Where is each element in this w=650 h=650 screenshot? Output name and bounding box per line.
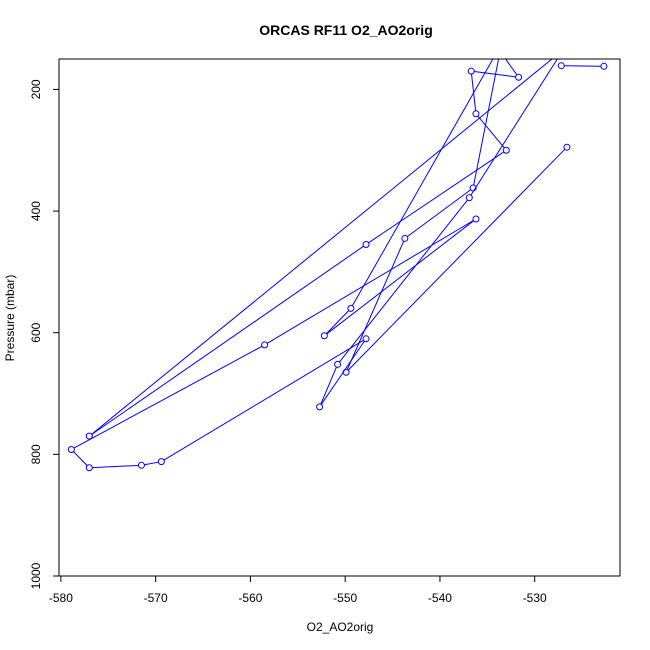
series-line-segment [163,339,364,461]
series-line-segment [339,199,468,363]
x-tick-label: -570 [144,591,168,605]
data-point [467,67,475,75]
series-line-segment [326,310,350,334]
data-point [472,110,480,118]
x-axis: -580 -570 -560 -550 -540 -530 [49,576,547,605]
chart-title: ORCAS RF11 O2_AO2orig [259,22,433,38]
x-tick-label: -540 [428,591,452,605]
series-line-segment [91,59,553,435]
data-point [316,403,324,411]
data-point [557,62,565,70]
series-line-segment [144,461,159,466]
data-point [261,341,269,349]
data-point [465,194,473,202]
series-line-segment [504,59,518,76]
x-tick-label: -550 [333,591,357,605]
data-point [515,73,523,81]
data-point [362,335,370,343]
y-axis: 200 400 600 800 1000 [29,79,59,589]
data-point [334,360,342,368]
data-point [67,445,75,453]
data-point [85,464,93,472]
series-line-segment [368,151,505,244]
data-point [600,62,608,70]
x-tick-label: -530 [523,591,547,605]
series-line-segment [320,366,337,405]
y-tick-label: 200 [29,79,43,99]
data-point [342,368,350,376]
series-line-segment [351,59,494,307]
y-axis-label: Pressure (mbar) [3,275,17,362]
data-point [362,241,370,249]
series-line-segment [266,220,474,344]
series-line-segment [92,464,139,469]
data-point [320,332,328,340]
series-line-segment [470,59,558,196]
data-point [502,146,510,154]
y-tick-label: 600 [29,322,43,342]
series-line-segment [473,59,500,186]
data-point [560,47,566,53]
x-axis-label: O2_AO2orig [307,620,374,634]
plot-frame [58,58,621,577]
plot-area [67,41,608,472]
series-line-segment [73,345,263,449]
data-point [157,458,165,466]
data-point [472,215,480,223]
series-line-segment [91,245,364,435]
x-tick-label: -560 [238,591,262,605]
data-point [347,304,355,312]
data-point [401,234,409,242]
data-point [137,461,145,469]
data-point [494,44,500,50]
y-tick-label: 1000 [29,562,43,589]
data-point [563,143,571,151]
series-line-segment [477,115,505,149]
data-point [499,41,505,47]
series-line-segment [407,189,472,238]
series-line-segment [73,451,88,466]
series-line-segment [346,240,405,370]
data-point [469,184,477,192]
y-tick-label: 400 [29,201,43,221]
series-line-segment [347,148,566,371]
series-line-segment [474,71,516,78]
x-tick-label: -580 [49,591,73,605]
series-line-segment [326,220,474,335]
data-point [85,432,93,440]
y-tick-label: 800 [29,444,43,464]
series-line-segment [564,65,601,67]
